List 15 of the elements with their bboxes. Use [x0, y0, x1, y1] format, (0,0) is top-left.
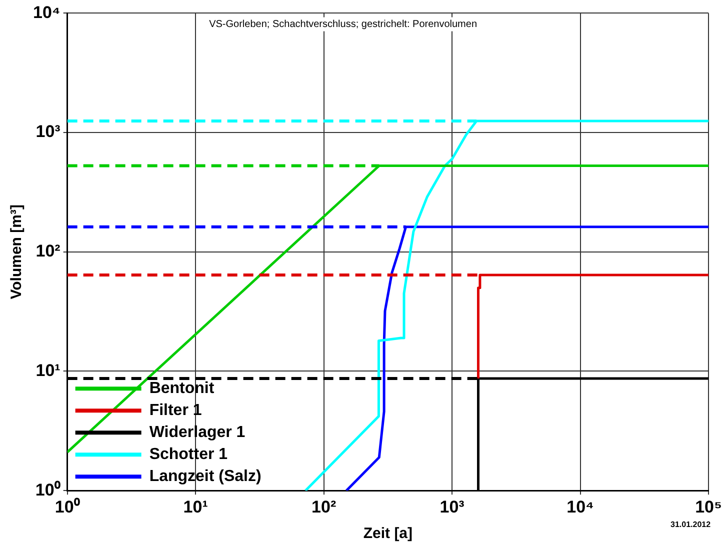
x-axis-title: Zeit [a] — [363, 525, 413, 542]
y-tick-label: 10¹ — [36, 360, 61, 380]
x-tick-label: 10¹ — [183, 497, 208, 516]
y-tick-label: 10² — [36, 242, 61, 261]
x-tick-label: 10⁰ — [54, 497, 80, 516]
y-tick-label: 10³ — [36, 122, 61, 142]
y-tick-label: 10⁴ — [32, 2, 60, 22]
x-tick-label: 10² — [312, 497, 336, 516]
text: VS-Gorleben; Schachtverschluss; gestrichelt: Porenvolumen — [209, 18, 477, 30]
x-tick-label: 10⁵ — [695, 497, 722, 516]
x-tick-label: 10⁴ — [566, 497, 594, 516]
y-axis-title: Volumen [m³] — [8, 204, 26, 300]
y-tick-label: 10⁰ — [35, 480, 60, 500]
text: 31.01.2012 — [670, 520, 712, 529]
x-tick-label: 10³ — [440, 497, 465, 516]
